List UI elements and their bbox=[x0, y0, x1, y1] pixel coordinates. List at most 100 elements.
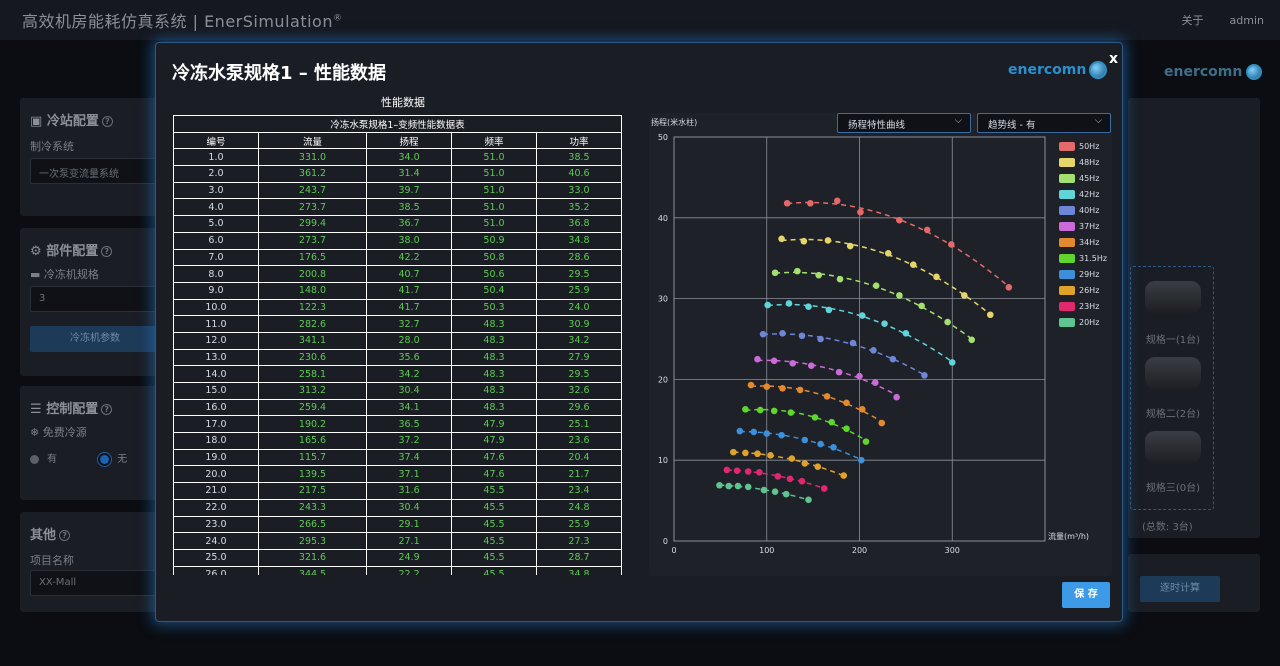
pump-spec-box: 规格一(1台) 规格二(2台) 规格三(0台) bbox=[1130, 266, 1214, 510]
data-point bbox=[794, 267, 801, 275]
performance-table-scroll[interactable]: 冷冻水泵规格1–变频性能数据表 编号 流量 扬程 频率 功率 1.0 331.0 34.0 5… bbox=[173, 115, 622, 575]
curve-type-select[interactable]: 扬程特性曲线 ⌵ bbox=[837, 113, 971, 133]
legend-item[interactable]: 34Hz bbox=[1059, 234, 1107, 250]
legend-swatch bbox=[1059, 141, 1075, 151]
table-cell: 28.7 bbox=[535, 548, 622, 567]
table-cell: 28.0 bbox=[366, 331, 453, 350]
legend-item[interactable]: 29Hz bbox=[1059, 266, 1107, 282]
help-icon[interactable]: ? bbox=[101, 246, 113, 257]
modal-title: 冷冻水泵规格1 – 性能数据 bbox=[172, 63, 387, 84]
data-point bbox=[801, 436, 809, 444]
legend-item[interactable]: 42Hz bbox=[1059, 186, 1107, 202]
help-icon[interactable]: ? bbox=[59, 530, 71, 541]
top-bar: 高效机房能耗仿真系统 | EnerSimulation® 关于 admin bbox=[0, 0, 1280, 40]
table-cell: 32.7 bbox=[366, 315, 453, 333]
about-link[interactable]: 关于 bbox=[1181, 14, 1204, 27]
legend-swatch bbox=[1059, 269, 1075, 279]
legend-item[interactable]: 48Hz bbox=[1059, 154, 1107, 170]
table-cell: 273.7 bbox=[257, 231, 368, 250]
data-point bbox=[785, 300, 793, 307]
table-row: 26.0 344.5 22.2 45.5 34.8 bbox=[173, 565, 622, 575]
table-cell: 8.0 bbox=[173, 265, 259, 283]
legend-item[interactable]: 40Hz bbox=[1059, 202, 1107, 218]
table-row: 2.0 361.2 31.4 51.0 40.6 bbox=[173, 165, 622, 183]
legend-item[interactable]: 23Hz bbox=[1059, 298, 1107, 314]
table-row: 3.0 243.7 39.7 51.0 33.0 bbox=[173, 181, 622, 200]
hourly-calc-button[interactable]: 逐时计算 bbox=[1140, 576, 1220, 602]
table-cell: 36.7 bbox=[366, 215, 453, 233]
panel-title: ☰ 控制配置? bbox=[30, 398, 113, 417]
table-cell: 51.0 bbox=[451, 198, 537, 217]
pump-spec-label: 规格二(2台) bbox=[1145, 409, 1201, 420]
project-name-input[interactable]: XX-Mall bbox=[30, 570, 160, 596]
table-cell: 273.7 bbox=[257, 198, 368, 217]
legend-item[interactable]: 37Hz bbox=[1059, 218, 1107, 234]
table-cell: 25.9 bbox=[535, 515, 622, 534]
table-cell: 23.0 bbox=[173, 515, 259, 534]
data-point bbox=[798, 477, 806, 485]
chiller-spec-select[interactable]: 3 bbox=[30, 286, 160, 312]
data-point bbox=[779, 330, 786, 337]
table-cell: 299.4 bbox=[257, 215, 368, 233]
table-cell: 190.2 bbox=[257, 415, 368, 434]
table-cell: 31.6 bbox=[366, 482, 453, 500]
radio-yes[interactable]: 有 bbox=[30, 454, 57, 465]
data-point bbox=[828, 418, 835, 426]
data-point bbox=[760, 486, 768, 494]
cooling-system-select[interactable]: 一次泵变流量系统 bbox=[30, 158, 160, 184]
table-cell: 48.3 bbox=[451, 348, 537, 367]
data-point bbox=[830, 443, 837, 451]
legend-item[interactable]: 20Hz bbox=[1059, 314, 1107, 330]
table-cell: 266.5 bbox=[257, 515, 368, 534]
legend-swatch bbox=[1059, 237, 1075, 247]
pump-icon[interactable] bbox=[1145, 281, 1201, 313]
close-icon[interactable]: x bbox=[1109, 51, 1119, 67]
data-point bbox=[896, 292, 903, 299]
data-point bbox=[763, 383, 771, 390]
user-menu[interactable]: admin bbox=[1229, 13, 1264, 27]
table-cell: 259.4 bbox=[257, 398, 368, 417]
table-cell: 45.5 bbox=[451, 515, 537, 534]
chiller-params-button[interactable]: 冷冻机参数 bbox=[30, 326, 160, 352]
data-point bbox=[733, 467, 741, 475]
data-point bbox=[742, 405, 749, 413]
pump-icon[interactable] bbox=[1145, 431, 1201, 463]
data-point bbox=[836, 275, 844, 283]
data-point bbox=[825, 306, 833, 314]
trendline-select[interactable]: 趋势线 - 有 ⌵ bbox=[977, 113, 1111, 133]
table-cell: 6.0 bbox=[173, 231, 259, 250]
help-icon[interactable]: ? bbox=[101, 404, 113, 415]
legend-item[interactable]: 45Hz bbox=[1059, 170, 1107, 186]
data-point bbox=[833, 197, 841, 205]
table-cell: 32.6 bbox=[535, 382, 622, 400]
performance-data-modal: 冷冻水泵规格1 – 性能数据 enercomn x 性能数据 冷冻水泵规格1–变… bbox=[155, 42, 1123, 622]
table-cell: 282.6 bbox=[257, 315, 368, 333]
table-cell: 331.0 bbox=[257, 148, 368, 167]
table-cell: 22.0 bbox=[173, 498, 259, 517]
table-row: 9.0 148.0 41.7 50.4 25.9 bbox=[173, 281, 622, 300]
data-point bbox=[730, 448, 737, 456]
legend-item[interactable]: 50Hz bbox=[1059, 138, 1107, 154]
data-point bbox=[921, 372, 928, 379]
save-button[interactable]: 保 存 bbox=[1062, 582, 1110, 608]
data-point bbox=[801, 460, 809, 467]
legend-item[interactable]: 26Hz bbox=[1059, 282, 1107, 298]
data-point bbox=[788, 455, 796, 462]
control-config-panel: ☰ 控制配置? ❄ 免费冷源 有 无 bbox=[20, 386, 170, 500]
help-icon[interactable]: ? bbox=[101, 116, 113, 127]
panel-title: ⚙ 部件配置? bbox=[30, 240, 113, 259]
legend-swatch bbox=[1059, 189, 1075, 199]
data-point bbox=[744, 483, 752, 491]
x-axis-label: 流量(m³/h) bbox=[1048, 531, 1089, 541]
table-cell: 51.0 bbox=[451, 181, 537, 200]
table-cell: 12.0 bbox=[173, 331, 259, 350]
pump-icon[interactable] bbox=[1145, 357, 1201, 389]
table-cell: 50.9 bbox=[451, 231, 537, 250]
performance-table: 冷冻水泵规格1–变频性能数据表 编号 流量 扬程 频率 功率 1.0 331.0 34.0 5… bbox=[173, 115, 622, 575]
legend-label: 29Hz bbox=[1079, 269, 1100, 279]
table-cell: 20.0 bbox=[173, 465, 259, 484]
table-cell: 115.7 bbox=[257, 448, 368, 467]
data-point bbox=[779, 384, 786, 392]
legend-item[interactable]: 31.5Hz bbox=[1059, 250, 1107, 266]
radio-no[interactable]: 无 bbox=[100, 454, 127, 465]
